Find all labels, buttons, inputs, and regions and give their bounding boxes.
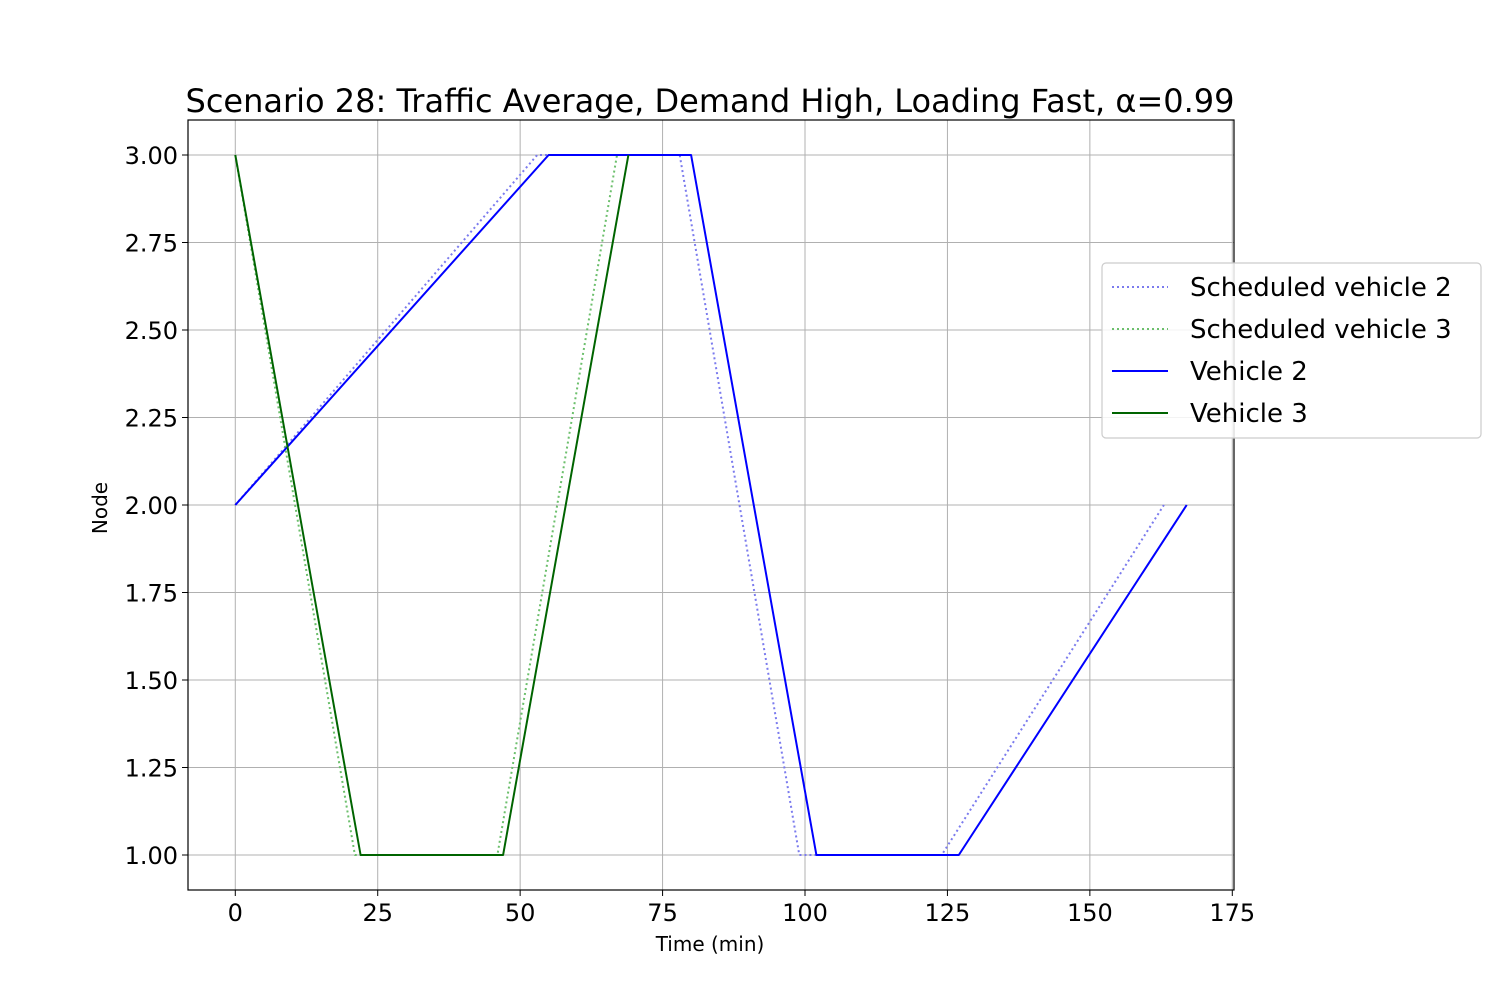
x-tick-label: 0 <box>228 899 243 927</box>
x-tick-label: 100 <box>782 899 828 927</box>
legend-label: Scheduled vehicle 2 <box>1190 273 1452 303</box>
legend-label: Vehicle 3 <box>1190 399 1308 429</box>
x-axis: 0 25 50 75 100 125 150 175 <box>228 890 1255 927</box>
y-tick-label: 1.00 <box>125 842 178 870</box>
grid <box>188 120 1234 890</box>
series-line-scheduled-vehicle-2 <box>234 154 1165 856</box>
y-tick-label: 1.50 <box>125 667 178 695</box>
x-tick-label: 175 <box>1209 899 1255 927</box>
y-tick-label: 2.50 <box>125 317 178 345</box>
x-axis-label: Time (min) <box>655 932 765 956</box>
chart-title: Scenario 28: Traffic Average, Demand Hig… <box>186 82 1235 120</box>
y-tick-label: 2.25 <box>125 405 178 433</box>
y-axis: 1.00 1.25 1.50 1.75 2.00 2.25 2.50 2.75 3.00 <box>125 142 188 870</box>
y-tick-label: 1.25 <box>125 755 178 783</box>
legend: Scheduled vehicle 2 Scheduled vehicle 3 Ve… <box>1101 262 1482 439</box>
y-tick-label: 3.00 <box>125 142 178 170</box>
plot-lines <box>234 154 1188 856</box>
x-tick-label: 75 <box>647 899 678 927</box>
y-tick-label: 2.75 <box>125 230 178 258</box>
y-tick-label: 1.75 <box>125 580 178 608</box>
legend-label: Scheduled vehicle 3 <box>1190 315 1452 345</box>
x-tick-label: 50 <box>505 899 536 927</box>
legend-frame <box>1101 262 1482 439</box>
y-axis-label: Node <box>88 482 112 534</box>
series-line-vehicle-3 <box>234 154 630 856</box>
legend-label: Vehicle 2 <box>1190 357 1308 387</box>
x-tick-label: 25 <box>362 899 393 927</box>
series-line-vehicle-2 <box>234 154 1188 856</box>
y-tick-label: 2.00 <box>125 492 178 520</box>
x-tick-label: 150 <box>1067 899 1113 927</box>
x-tick-label: 125 <box>925 899 971 927</box>
